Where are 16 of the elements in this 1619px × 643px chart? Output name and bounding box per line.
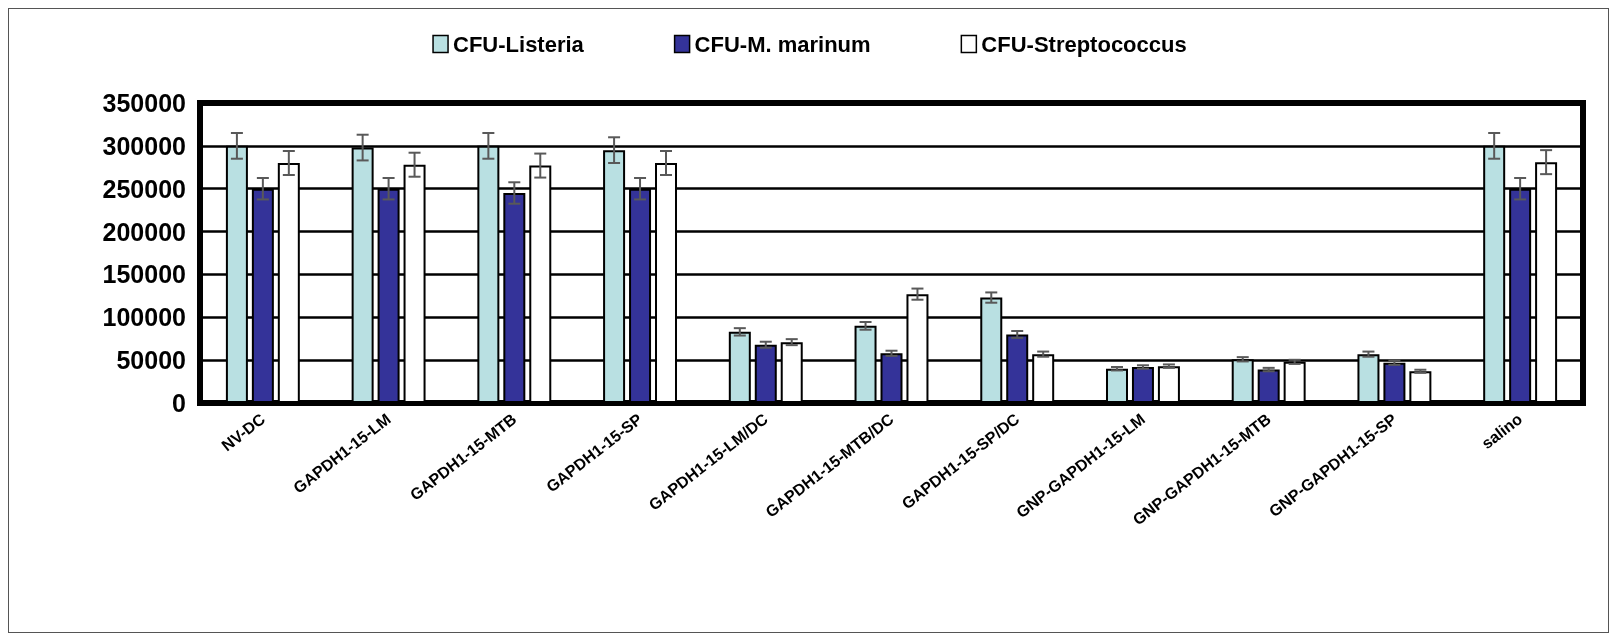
y-tick-label: 150000 bbox=[102, 260, 186, 289]
y-tick-label: 50000 bbox=[116, 346, 186, 375]
y-tick-label: 300000 bbox=[102, 131, 186, 160]
legend-label: CFU-M. marinum bbox=[694, 31, 871, 57]
bar bbox=[1157, 366, 1180, 403]
bar bbox=[1105, 368, 1128, 403]
legend-label: CFU-Streptococcus bbox=[981, 31, 1187, 57]
y-tick-label: 0 bbox=[172, 389, 186, 417]
y-tick-label: 250000 bbox=[102, 174, 186, 203]
legend-label: CFU-Listeria bbox=[453, 31, 585, 57]
y-tick-label: 200000 bbox=[102, 217, 186, 246]
bar bbox=[1409, 371, 1432, 403]
y-tick-label: 100000 bbox=[102, 303, 186, 332]
bar bbox=[1257, 369, 1280, 403]
bar bbox=[1131, 367, 1154, 403]
y-tick-label: 350000 bbox=[102, 89, 186, 117]
